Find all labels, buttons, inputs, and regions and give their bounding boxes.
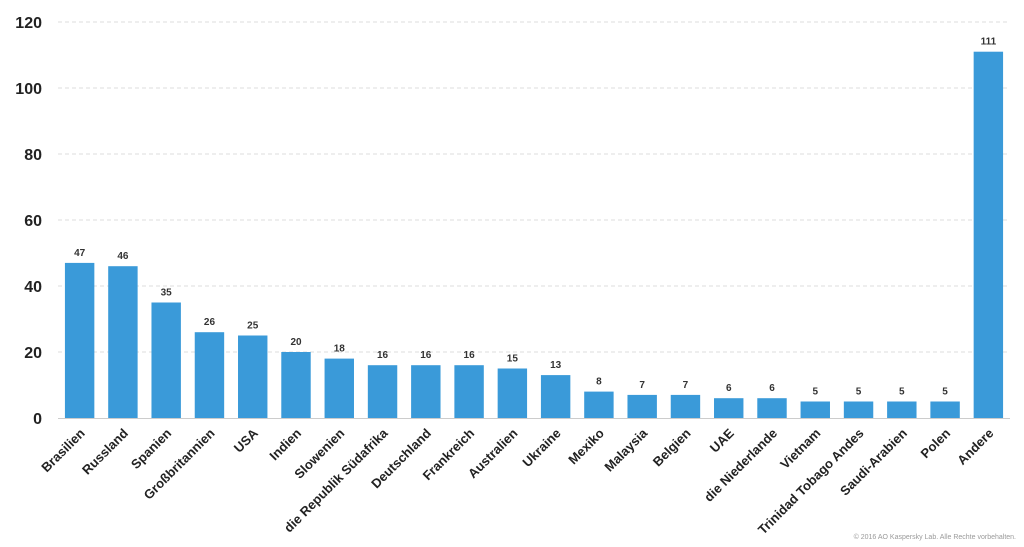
data-label: 6: [769, 383, 775, 394]
data-label: 111: [981, 37, 997, 48]
copyright-notice: © 2016 AO Kaspersky Lab. Alle Rechte vor…: [853, 534, 1016, 541]
bar: [714, 398, 744, 418]
bar: [151, 302, 181, 418]
bar: [757, 398, 787, 418]
bar: [238, 335, 268, 418]
x-tick-label: Polen: [918, 425, 954, 461]
x-tick-label: Malaysia: [601, 425, 650, 474]
bar: [887, 401, 917, 418]
data-label: 18: [334, 344, 346, 355]
data-label: 6: [726, 383, 732, 394]
x-tick-label: Andere: [954, 426, 996, 468]
x-tick-label: Belgien: [650, 425, 694, 469]
bar: [540, 375, 571, 418]
y-tick-label: 100: [15, 81, 42, 98]
bar: [281, 352, 311, 418]
data-label: 5: [812, 387, 818, 398]
bar: [454, 365, 484, 418]
bar: [800, 401, 830, 418]
data-label: 15: [507, 354, 519, 365]
y-axis: 0 20 40 60 80 100 120: [15, 15, 42, 428]
bar: [108, 266, 138, 418]
data-label: 16: [377, 350, 389, 361]
data-label: 7: [639, 380, 645, 391]
data-label: 16: [420, 350, 432, 361]
y-tick-label: 0: [33, 411, 42, 428]
data-label: 5: [899, 387, 905, 398]
bar: [930, 401, 960, 418]
bar: [670, 394, 701, 418]
bar: [194, 332, 225, 418]
data-labels: 47 46 35 26 25 20 18 16 16 16 15 13 8 7 7 6 6 5 5 5 5 111: [74, 37, 997, 398]
data-label: 46: [117, 251, 129, 262]
bar: [584, 391, 614, 418]
bar: [64, 262, 95, 418]
bar: [367, 365, 398, 418]
data-label: 7: [683, 380, 689, 391]
bar: [497, 368, 528, 418]
x-tick-label: die Niederlande: [701, 426, 780, 505]
y-tick-label: 60: [24, 213, 42, 230]
x-tick-label: Indien: [266, 425, 304, 463]
data-label: 35: [161, 288, 173, 299]
x-tick-label: Mexiko: [565, 425, 607, 467]
data-label: 25: [247, 321, 259, 332]
gridlines: [58, 21, 1010, 353]
y-tick-label: 80: [24, 147, 42, 164]
x-tick-label: USA: [231, 425, 261, 455]
y-tick-label: 120: [15, 15, 42, 32]
data-label: 8: [596, 377, 602, 388]
bar: [973, 51, 1004, 418]
bar: [627, 394, 657, 418]
bar: [843, 401, 874, 418]
data-label: 16: [464, 350, 476, 361]
data-label: 26: [204, 317, 216, 328]
y-tick-label: 40: [24, 279, 42, 296]
bar: [411, 365, 441, 418]
x-tick-label: Russland: [79, 425, 131, 477]
data-label: 13: [550, 360, 562, 371]
bar: [324, 358, 354, 418]
data-label: 5: [942, 387, 948, 398]
x-tick-label: Ukraine: [519, 426, 563, 470]
data-label: 20: [290, 337, 302, 348]
x-tick-label: UAE: [707, 425, 737, 455]
y-tick-label: 20: [24, 345, 42, 362]
data-label: 47: [74, 248, 86, 259]
bars: [64, 51, 1004, 418]
data-label: 5: [856, 387, 862, 398]
